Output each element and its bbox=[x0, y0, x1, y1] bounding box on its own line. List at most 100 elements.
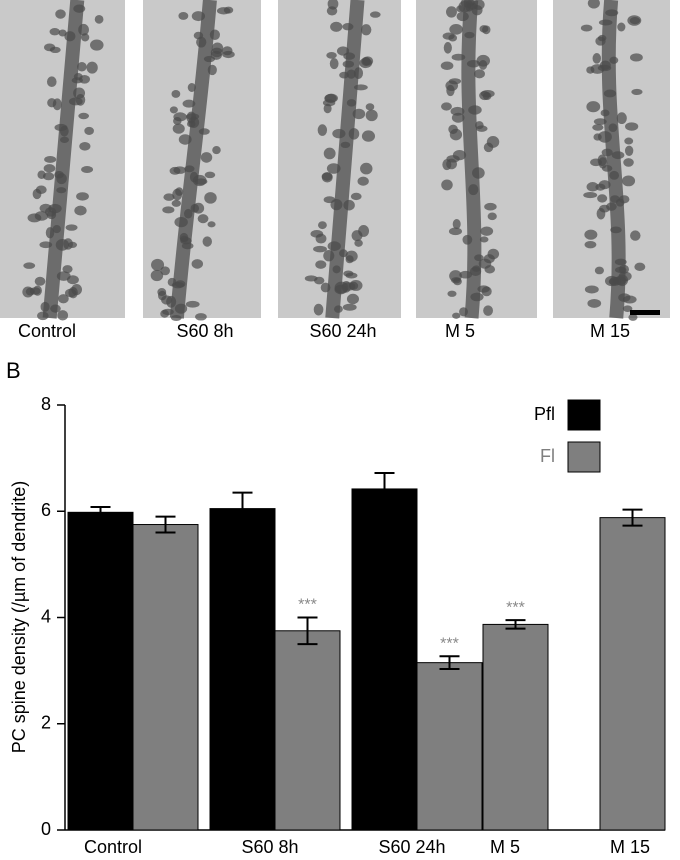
spine bbox=[210, 47, 223, 58]
spine bbox=[596, 207, 606, 220]
spine bbox=[162, 206, 175, 214]
spine bbox=[324, 93, 337, 103]
bar bbox=[274, 630, 341, 831]
spine bbox=[441, 179, 453, 191]
spine bbox=[346, 69, 357, 79]
spine bbox=[617, 22, 626, 32]
spine bbox=[34, 211, 49, 221]
spine bbox=[370, 11, 381, 18]
legend-label: Fl bbox=[540, 446, 555, 466]
spine bbox=[340, 141, 351, 148]
spine bbox=[459, 270, 473, 279]
spine bbox=[187, 82, 196, 92]
y-tick-label: 8 bbox=[41, 394, 51, 414]
y-tick-label: 6 bbox=[41, 500, 51, 520]
spine bbox=[329, 58, 339, 70]
spine bbox=[629, 17, 641, 25]
spine bbox=[603, 89, 617, 98]
spine bbox=[342, 60, 355, 68]
spine bbox=[446, 84, 455, 97]
spine bbox=[320, 282, 331, 293]
spine bbox=[54, 123, 68, 131]
image-label: S60 24h bbox=[309, 321, 376, 341]
spine bbox=[321, 172, 333, 183]
error-bar bbox=[90, 506, 111, 519]
spine bbox=[450, 106, 465, 116]
spine bbox=[192, 202, 205, 214]
spine bbox=[339, 71, 349, 79]
spine bbox=[318, 221, 327, 230]
spine bbox=[23, 262, 36, 269]
y-tick-label: 4 bbox=[41, 606, 51, 626]
spine bbox=[171, 281, 185, 289]
spine bbox=[204, 192, 217, 204]
dendrite bbox=[42, 0, 85, 319]
spine bbox=[487, 248, 500, 260]
spine bbox=[479, 25, 489, 33]
spine bbox=[624, 145, 634, 156]
spine bbox=[37, 170, 46, 180]
spine bbox=[151, 258, 165, 271]
spine bbox=[343, 52, 356, 60]
spine bbox=[611, 151, 625, 160]
spine bbox=[343, 199, 355, 211]
spine bbox=[448, 124, 458, 135]
spine bbox=[44, 155, 57, 163]
spine bbox=[609, 170, 620, 180]
spine bbox=[46, 76, 57, 88]
spine bbox=[73, 4, 86, 13]
spine bbox=[628, 313, 638, 321]
spine bbox=[474, 254, 484, 262]
x-tick-label: Control bbox=[84, 837, 142, 857]
spine bbox=[180, 235, 189, 243]
spine bbox=[472, 167, 485, 179]
spine bbox=[597, 194, 608, 203]
spine bbox=[354, 239, 363, 247]
spine bbox=[323, 196, 336, 204]
spine bbox=[597, 131, 612, 143]
spine bbox=[207, 64, 217, 76]
spine bbox=[361, 130, 376, 142]
spine bbox=[365, 109, 378, 122]
image-label: Control bbox=[18, 321, 76, 341]
spine bbox=[586, 101, 601, 113]
spine bbox=[349, 279, 363, 291]
spine bbox=[584, 285, 599, 294]
spine bbox=[90, 39, 104, 51]
spine bbox=[78, 23, 89, 36]
spine bbox=[339, 249, 348, 258]
spine bbox=[345, 255, 354, 264]
spine bbox=[315, 260, 327, 269]
spine bbox=[169, 106, 178, 114]
legend-swatch bbox=[567, 399, 601, 431]
spine bbox=[317, 124, 328, 136]
spine bbox=[326, 52, 337, 59]
spine bbox=[587, 0, 600, 9]
spine bbox=[57, 310, 69, 321]
y-tick-label: 0 bbox=[41, 819, 51, 839]
spine bbox=[622, 305, 633, 313]
spine bbox=[346, 99, 357, 107]
spine bbox=[352, 108, 366, 120]
bar bbox=[67, 511, 134, 831]
error-bar bbox=[232, 491, 253, 526]
spine bbox=[313, 303, 324, 316]
spine bbox=[478, 59, 488, 70]
spine bbox=[609, 56, 619, 64]
spine bbox=[342, 23, 354, 31]
spine bbox=[470, 292, 484, 302]
spine bbox=[32, 188, 42, 200]
spine bbox=[473, 69, 485, 79]
y-tick-label: 2 bbox=[41, 713, 51, 733]
spine bbox=[42, 172, 55, 181]
spine bbox=[443, 41, 452, 54]
spine bbox=[451, 53, 466, 61]
spine bbox=[62, 265, 73, 274]
spine bbox=[440, 61, 454, 70]
error-bar bbox=[439, 655, 460, 671]
spine bbox=[195, 313, 207, 321]
spine bbox=[449, 24, 463, 35]
bar bbox=[482, 623, 549, 831]
spine bbox=[484, 202, 497, 211]
